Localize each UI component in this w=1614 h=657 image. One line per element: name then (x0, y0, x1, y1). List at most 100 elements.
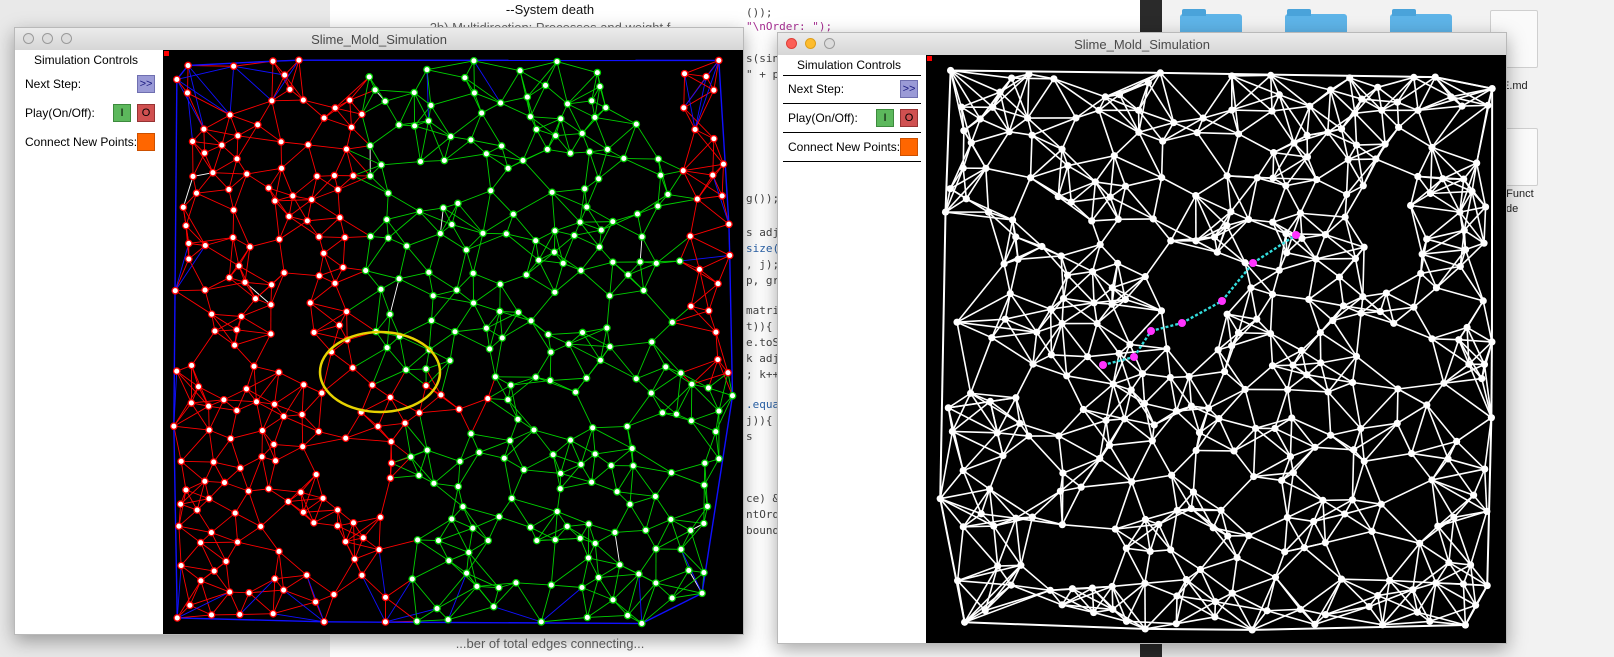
network-edge (1067, 165, 1096, 183)
network-edge (439, 203, 459, 234)
network-node (1234, 329, 1243, 337)
network-edge (302, 446, 317, 475)
network-node (205, 426, 214, 434)
network-edge (1004, 318, 1038, 333)
network-edge (173, 386, 199, 427)
path-node (1292, 231, 1300, 239)
play-on-button[interactable]: I (876, 109, 894, 127)
network-node (285, 212, 293, 221)
network-edge (1226, 175, 1250, 220)
network-edge (1188, 370, 1225, 378)
network-edge (1270, 74, 1311, 107)
title-bar[interactable]: Slime_Mold_Simulation (15, 28, 743, 51)
network-edge (260, 501, 289, 527)
title-bar[interactable]: Slime_Mold_Simulation (778, 33, 1506, 56)
network-edge (208, 406, 210, 431)
connect-new-points-button[interactable] (137, 133, 155, 151)
boundary-edge (1252, 624, 1466, 631)
network-edge (418, 450, 428, 476)
file-label[interactable]: E.md (1502, 80, 1528, 92)
network-edge (1377, 76, 1415, 89)
simulation-canvas[interactable] (163, 50, 743, 634)
path-edge (1221, 262, 1254, 302)
network-node (667, 515, 675, 524)
network-edge (239, 613, 274, 615)
network-edge (519, 70, 546, 86)
network-node (1428, 335, 1436, 343)
network-node (1155, 520, 1163, 528)
network-node (1166, 373, 1174, 382)
next-step-button[interactable]: >> (137, 75, 155, 93)
network-edge (1330, 427, 1361, 437)
zoom-button[interactable] (61, 33, 72, 44)
network-edge (1341, 578, 1379, 597)
network-edge (180, 461, 206, 482)
network-edge (1003, 236, 1017, 265)
network-edge (1125, 523, 1160, 549)
network-node (1025, 70, 1033, 78)
network-edge (337, 189, 341, 218)
network-node (1483, 581, 1491, 590)
network-edge (1115, 523, 1159, 530)
network-node (477, 109, 486, 117)
network-edge (1355, 313, 1362, 357)
network-edge (1272, 177, 1317, 181)
network-edge (211, 313, 238, 331)
network-edge (567, 72, 598, 105)
network-edge (390, 422, 406, 442)
network-node (350, 555, 359, 563)
simulation-canvas[interactable] (926, 55, 1506, 643)
network-edge (410, 456, 435, 484)
network-node (222, 557, 230, 566)
network-edge (430, 92, 475, 106)
network-edge (1195, 195, 1216, 238)
network-edge (1355, 355, 1399, 390)
minimize-button[interactable] (42, 33, 53, 44)
network-edge (313, 522, 338, 527)
network-edge (629, 504, 647, 531)
minimize-button[interactable] (805, 38, 816, 49)
network-edge (1447, 458, 1475, 496)
network-node (1393, 419, 1401, 427)
network-node (184, 239, 193, 248)
network-node (1088, 217, 1096, 225)
network-edge (414, 125, 421, 162)
network-edge (591, 481, 618, 493)
file-label[interactable]: de (1506, 203, 1519, 215)
play-off-button[interactable]: O (900, 109, 918, 127)
network-node (209, 168, 217, 177)
network-node (714, 279, 722, 288)
network-node (1472, 601, 1480, 609)
file-label[interactable]: _Funct (1500, 188, 1534, 200)
network-node (578, 583, 586, 592)
zoom-button[interactable] (824, 38, 835, 49)
network-edge (1138, 82, 1150, 133)
network-node (495, 512, 504, 521)
network-edge (1324, 194, 1348, 236)
network-edge (1453, 517, 1472, 566)
network-node (366, 172, 375, 180)
play-off-button[interactable]: O (137, 104, 155, 122)
network-node (988, 334, 996, 342)
close-button[interactable] (23, 33, 34, 44)
network-node (1135, 128, 1143, 136)
network-edge (1375, 158, 1419, 178)
network-node (1058, 601, 1066, 609)
next-step-button[interactable]: >> (900, 80, 918, 98)
connect-new-points-button[interactable] (900, 138, 918, 156)
network-edge (414, 125, 451, 138)
network-node (1090, 608, 1098, 617)
network-node (365, 73, 374, 81)
network-edge (961, 91, 1001, 108)
network-edge (707, 359, 719, 389)
network-edge (672, 321, 717, 333)
network-edge (273, 416, 285, 445)
play-on-button[interactable]: I (113, 104, 131, 122)
network-node (591, 450, 600, 458)
network-edge (581, 587, 614, 601)
network-node (686, 232, 695, 241)
close-button[interactable] (786, 38, 797, 49)
network-edge (584, 151, 591, 189)
highlight-ellipse (318, 330, 442, 414)
network-node (1426, 189, 1435, 198)
